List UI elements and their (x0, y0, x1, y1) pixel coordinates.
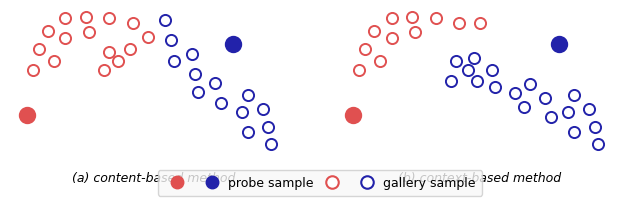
Text: (b) context-based method: (b) context-based method (399, 172, 561, 185)
Legend: , probe sample, , gallery sample: , probe sample, , gallery sample (158, 170, 482, 196)
Text: (a) content-based method: (a) content-based method (72, 172, 236, 185)
